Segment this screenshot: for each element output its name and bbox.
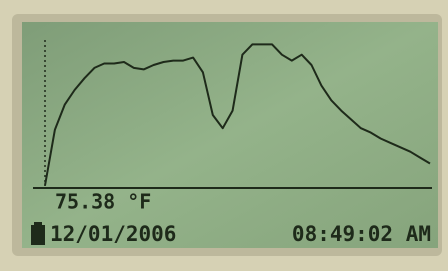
temperature-reading: 75.38 °F [55, 190, 151, 214]
page: 75.38 °F 12/01/2006 08:49:02 AM (() => {… [0, 0, 448, 271]
device-screen: 75.38 °F 12/01/2006 08:49:02 AM [0, 0, 448, 271]
date: 12/01/2006 [50, 222, 176, 246]
time: 08:49:02 AM [292, 222, 431, 246]
battery-icon [31, 222, 45, 245]
